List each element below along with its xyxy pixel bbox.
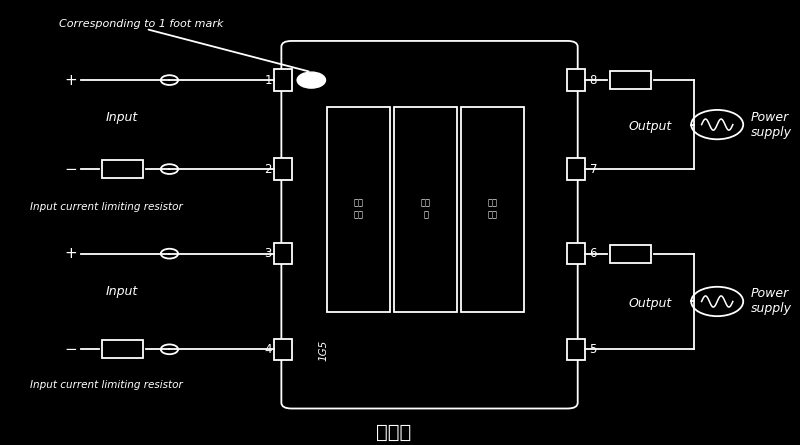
FancyBboxPatch shape [282,41,578,409]
Circle shape [691,110,743,139]
Circle shape [297,72,326,88]
Bar [274,339,292,360]
Bar [610,71,651,89]
Text: 2: 2 [265,162,272,176]
Text: −: − [65,342,78,357]
Bar [610,245,651,263]
Circle shape [161,164,178,174]
Bar [394,107,457,312]
Text: 1G5: 1G5 [318,340,328,361]
Text: 1: 1 [265,73,272,87]
Circle shape [161,344,178,354]
Text: +: + [65,73,78,88]
Text: Corresponding to 1 foot mark: Corresponding to 1 foot mark [59,20,224,29]
Text: Input: Input [106,111,138,125]
Text: 7: 7 [590,162,597,176]
Text: 接线图: 接线图 [377,423,412,442]
Bar [461,107,524,312]
Text: 8: 8 [590,73,597,87]
Text: 积感
线圈: 积感 线圈 [487,199,498,219]
Text: Output: Output [629,297,672,310]
Text: 变压
器: 变压 器 [421,199,430,219]
Bar [102,160,142,178]
Bar [274,158,292,180]
Circle shape [161,75,178,85]
Bar [567,69,585,91]
Bar [567,243,585,264]
Text: Input: Input [106,285,138,298]
Text: 6: 6 [590,247,597,260]
Text: Input current limiting resistor: Input current limiting resistor [30,380,182,390]
Bar [567,339,585,360]
Bar [102,340,142,358]
Bar [327,107,390,312]
Text: 5: 5 [590,343,597,356]
Circle shape [161,249,178,259]
Text: 4: 4 [265,343,272,356]
Text: 积感
线圈: 积感 线圈 [354,199,364,219]
Text: −: − [65,162,78,177]
Bar [274,69,292,91]
Text: Output: Output [629,120,672,133]
Text: Power
supply: Power supply [751,287,792,316]
Text: 3: 3 [265,247,272,260]
Bar [274,243,292,264]
Text: Input current limiting resistor: Input current limiting resistor [30,202,182,212]
Text: Power
supply: Power supply [751,111,792,138]
Circle shape [691,287,743,316]
Bar [567,158,585,180]
Text: +: + [65,246,78,261]
